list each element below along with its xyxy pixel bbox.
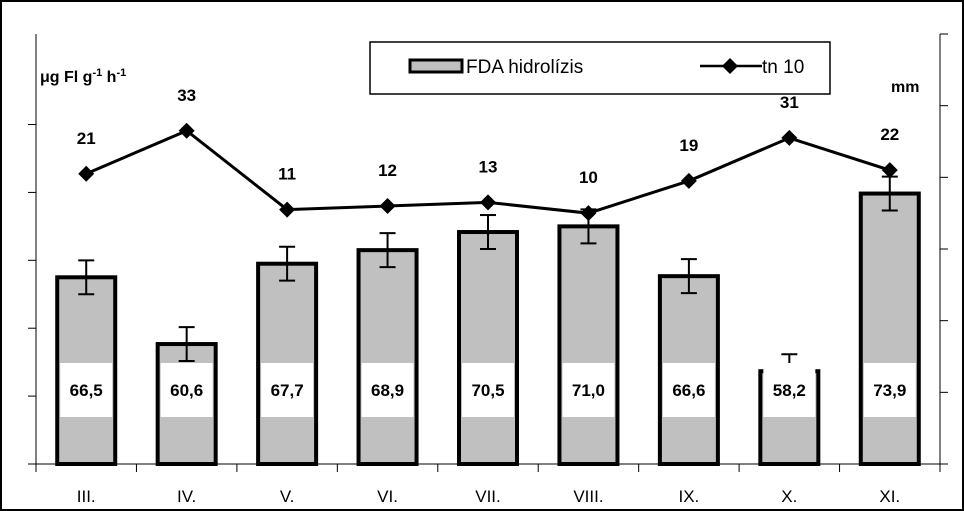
line-value-label: 33 <box>177 86 196 105</box>
bar-label-box <box>662 363 715 417</box>
line-value-label: 19 <box>679 136 698 155</box>
bar <box>457 230 519 466</box>
bar-value-label: 67,7 <box>271 381 304 400</box>
legend-diamond-marker <box>722 58 738 74</box>
bar <box>356 248 419 466</box>
x-tick-label: VI. <box>377 487 398 506</box>
line-value-label: 10 <box>579 168 598 187</box>
legend-bar-swatch <box>408 58 464 74</box>
bar-value-label: 66,5 <box>70 381 103 400</box>
x-tick-label: X. <box>781 487 797 506</box>
x-tick-labels: III. IV. V. VI. VII. VIII. IX. X. XI. <box>77 487 900 506</box>
bar-value-label: 70,5 <box>471 381 504 400</box>
x-tick-label: XI. <box>879 487 900 506</box>
right-axis-unit: mm <box>891 79 919 96</box>
axis-ticks <box>28 33 948 472</box>
bar-value-label: 60,6 <box>170 381 203 400</box>
bar-value-label: 58,2 <box>773 381 806 400</box>
x-tick-label: IV. <box>177 487 196 506</box>
line-value-label: 12 <box>378 161 397 180</box>
bar <box>557 224 620 466</box>
x-tick-label: V. <box>280 487 295 506</box>
bar-label-box <box>462 363 514 417</box>
line-value-label: 13 <box>479 157 498 176</box>
bar-label-box <box>160 363 213 417</box>
x-tick-label: IX. <box>678 487 699 506</box>
bar-value-label: 73,9 <box>873 381 906 400</box>
x-tick-label: VIII. <box>573 487 603 506</box>
line-value-label: 22 <box>880 125 899 144</box>
bar-label-box <box>562 363 615 417</box>
left-axis-unit: μg Fl g-1 h-1 <box>40 67 126 86</box>
x-tick-label: VII. <box>475 487 501 506</box>
legend-label-bars: FDA hidrolízis <box>466 57 583 78</box>
line-marker <box>480 194 496 211</box>
bar-value-label: 71,0 <box>572 381 605 400</box>
bar <box>858 191 921 466</box>
bar-value-label: 66,6 <box>672 381 705 400</box>
line-value-label: 31 <box>780 93 799 112</box>
line-value-label: 21 <box>77 129 96 148</box>
bar-label-box <box>60 363 113 417</box>
line-marker <box>78 165 95 182</box>
line-marker <box>279 201 296 218</box>
line-marker <box>379 198 396 214</box>
bar-value-label: 68,9 <box>371 381 404 400</box>
line-marker <box>680 172 697 189</box>
legend-label-line: tn 10 <box>762 57 804 78</box>
line-value-label: 11 <box>278 165 296 184</box>
bar-label-box <box>763 363 816 417</box>
line-marker <box>781 129 798 146</box>
bar-label-box <box>361 363 414 417</box>
line-marker <box>178 122 195 139</box>
x-tick-label: III. <box>77 487 96 506</box>
bar-series: 66,5 60,6 67,7 68,9 70,5 71,0 66,6 58,2 73,9 <box>55 175 921 467</box>
line-marker <box>580 205 597 222</box>
line-series: 21 33 11 12 13 10 19 31 22 <box>77 86 899 222</box>
bar-label-box <box>261 363 314 417</box>
legend: FDA hidrolízis tn 10 <box>369 41 831 95</box>
bar-label-box <box>863 363 916 417</box>
line-marker <box>881 162 898 179</box>
